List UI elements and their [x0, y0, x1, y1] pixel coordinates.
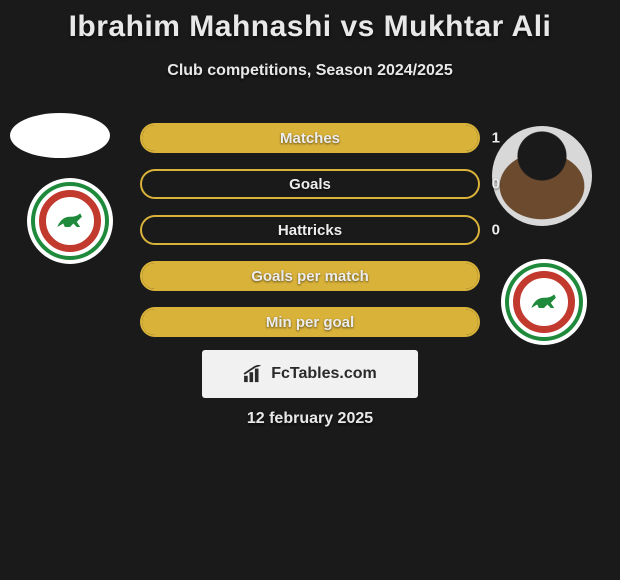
stat-label: Goals [289, 176, 331, 193]
stat-row: Goals per match [140, 261, 480, 291]
stat-row: Min per goal [140, 307, 480, 337]
stat-row: Hattricks0 [140, 215, 480, 245]
player-right-club-badge [501, 259, 587, 345]
brand-text: FcTables.com [271, 365, 377, 383]
subtitle: Club competitions, Season 2024/2025 [0, 62, 620, 80]
stat-label: Matches [280, 130, 340, 147]
player-left-club-badge [27, 178, 113, 264]
player-right-avatar [492, 126, 592, 226]
stat-value-right: 0 [492, 222, 500, 239]
stat-label: Goals per match [251, 268, 369, 285]
comparison-date: 12 february 2025 [0, 410, 620, 428]
stat-label: Hattricks [278, 222, 342, 239]
player-left-avatar [10, 113, 110, 158]
page-title: Ibrahim Mahnashi vs Mukhtar Ali [0, 0, 620, 44]
horse-icon [53, 208, 87, 234]
stat-label: Min per goal [266, 314, 354, 331]
avatar-placeholder-icon [492, 126, 592, 226]
stat-row: Goals0 [140, 169, 480, 199]
chart-icon [243, 365, 265, 383]
brand-attribution: FcTables.com [202, 350, 418, 398]
stat-value-right: 0 [492, 176, 500, 193]
stat-value-right: 1 [492, 130, 500, 147]
stats-container: Matches1 Goals0 Hattricks0 Goals per match M… [140, 123, 480, 353]
horse-icon [527, 289, 561, 315]
stat-row: Matches1 [140, 123, 480, 153]
